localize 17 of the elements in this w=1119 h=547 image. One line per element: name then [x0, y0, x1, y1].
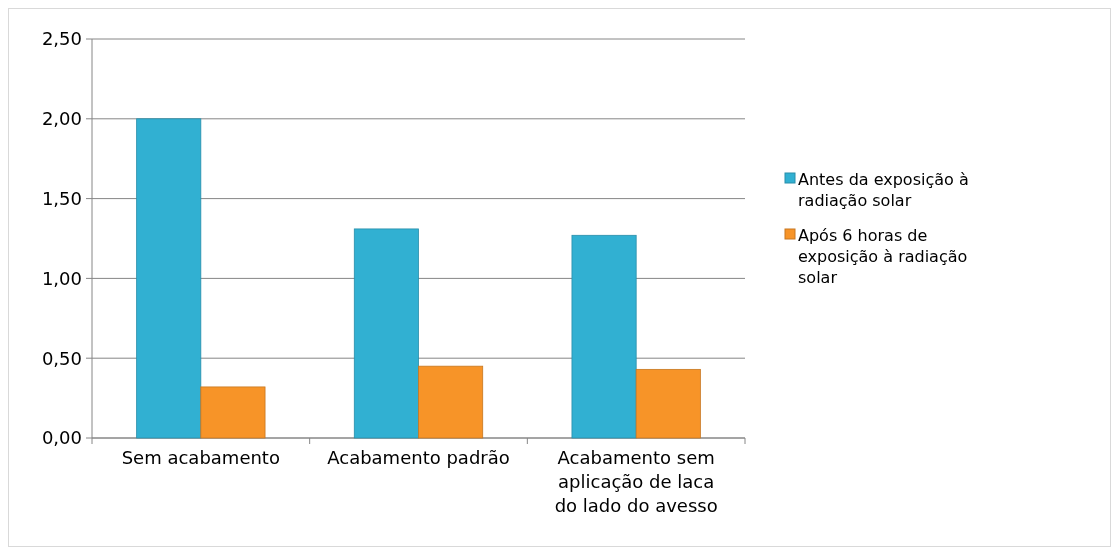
y-tick-label: 0,50: [41, 347, 82, 369]
legend-label: Antes da exposição à radiação solar: [798, 169, 969, 210]
y-tick-label: 2,00: [41, 108, 82, 130]
legend-label: Após 6 horas de exposição à radiação solar: [798, 225, 968, 287]
bar: [635, 368, 701, 439]
y-tick-label: 0,00: [41, 427, 82, 449]
y-tick-label: 2,50: [41, 28, 82, 50]
y-tick-label: 1,50: [41, 187, 82, 209]
bar: [571, 234, 637, 439]
y-tick-label: 1,00: [41, 267, 82, 289]
bar: [418, 365, 484, 439]
x-tick-label: Sem acabamento: [121, 447, 280, 468]
bar: [353, 228, 419, 439]
x-tick-label: Acabamento sem aplicação de laca do lado do avesso: [554, 447, 718, 516]
bar: [200, 386, 266, 439]
bar: [136, 118, 202, 439]
x-tick-label: Acabamento padrão: [327, 447, 510, 468]
